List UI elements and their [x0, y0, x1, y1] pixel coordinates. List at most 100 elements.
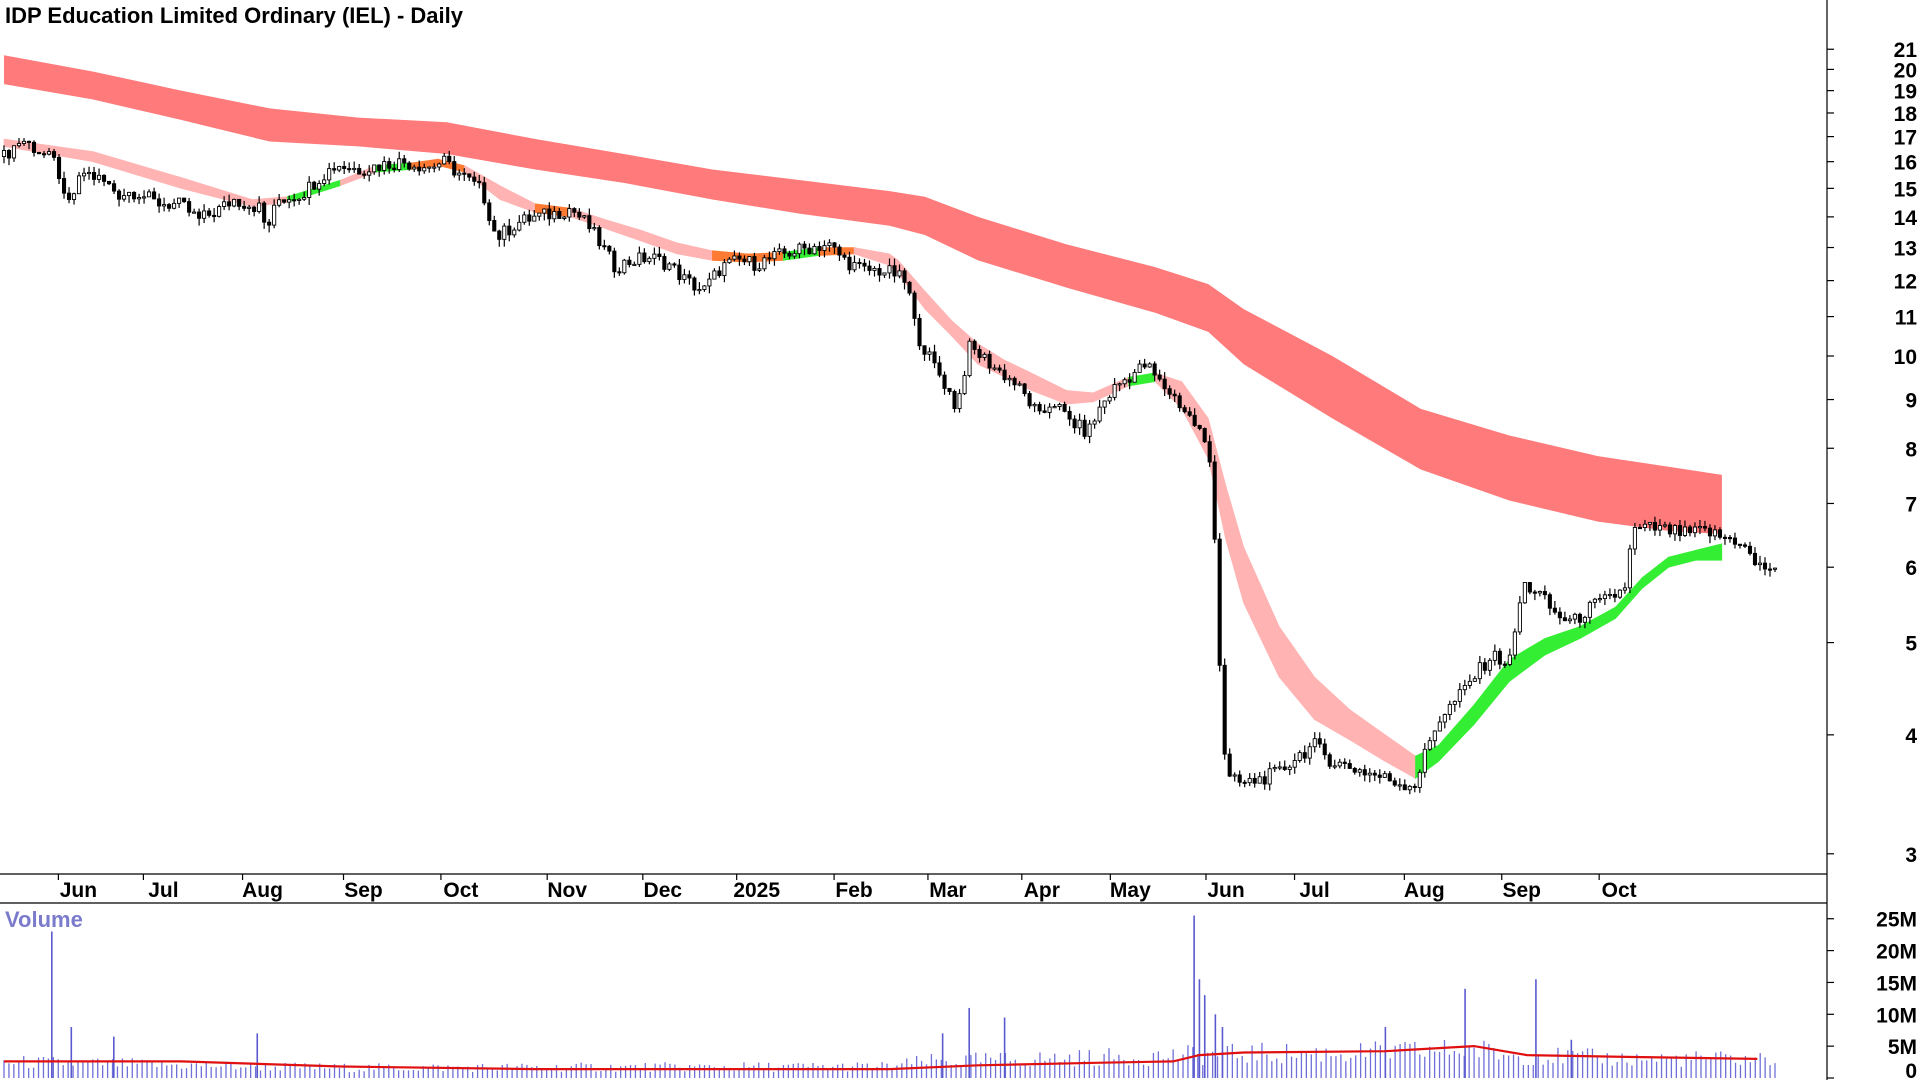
- candle-body: [1282, 766, 1287, 770]
- candle-body: [1457, 689, 1462, 702]
- candle-body: [407, 162, 412, 170]
- candle-body: [302, 197, 307, 200]
- candle-body: [877, 268, 882, 276]
- price-tick-label: 5: [1905, 633, 1917, 656]
- candle-body: [1007, 377, 1012, 381]
- candle-body: [372, 164, 377, 173]
- candle-body: [1222, 664, 1227, 755]
- candle-body: [522, 214, 527, 223]
- candle-body: [66, 192, 72, 200]
- candle-body: [947, 387, 952, 392]
- candle-body: [517, 221, 522, 231]
- candle-body: [1562, 617, 1567, 622]
- candle-body: [632, 263, 637, 267]
- candle-body: [607, 245, 612, 252]
- candle-body: [412, 166, 417, 170]
- volume-group: [3, 915, 1776, 1078]
- candle-body: [1472, 678, 1477, 682]
- candle-body: [132, 191, 137, 200]
- candle-body: [1542, 591, 1547, 596]
- candle-body: [1187, 411, 1192, 416]
- candle-body: [487, 202, 492, 221]
- x-tick-label: Jul: [148, 879, 178, 902]
- candle-body: [1197, 424, 1202, 429]
- candle-body: [1272, 767, 1277, 770]
- candle-body: [1697, 526, 1703, 529]
- candle-body: [127, 191, 132, 197]
- candle-body: [1712, 529, 1718, 537]
- candle-body: [1727, 537, 1733, 540]
- candle-body: [392, 167, 397, 170]
- chart-title: IDP Education Limited Ordinary (IEL) - D…: [5, 3, 464, 28]
- candle-body: [1212, 461, 1217, 540]
- candle-body: [1482, 662, 1487, 671]
- candle-body: [1077, 419, 1082, 429]
- candle-body: [1332, 765, 1337, 768]
- candle-body: [217, 206, 222, 217]
- candle-body: [727, 258, 732, 264]
- price-tick-label: 4: [1905, 725, 1917, 748]
- candle-body: [597, 227, 602, 247]
- candle-body: [472, 176, 477, 182]
- x-tick-label: Oct: [1602, 879, 1637, 902]
- candle-body: [777, 248, 782, 252]
- candle-body: [36, 152, 42, 155]
- candle-body: [1012, 377, 1017, 386]
- x-tick-label: Jul: [1299, 879, 1329, 902]
- candle-body: [11, 145, 17, 159]
- candle-body: [1367, 772, 1372, 776]
- candle-body: [117, 190, 122, 200]
- candle-body: [142, 196, 147, 199]
- candle-body: [862, 262, 867, 267]
- candle-body: [157, 198, 162, 207]
- candle-body: [1662, 524, 1667, 527]
- candle-body: [497, 230, 502, 240]
- x-tick-label: Oct: [443, 879, 478, 902]
- candle-body: [1612, 593, 1617, 598]
- candle-body: [817, 246, 822, 251]
- candle-body: [747, 256, 752, 263]
- candle-body: [1632, 527, 1637, 550]
- candle-body: [1162, 378, 1167, 390]
- candle-body: [1192, 414, 1197, 426]
- candle-body: [252, 206, 257, 212]
- candle-body: [56, 156, 62, 179]
- candle-body: [917, 317, 922, 347]
- candle-body: [1302, 752, 1307, 759]
- candle-body: [21, 140, 27, 144]
- candle-body: [992, 367, 997, 370]
- short-ma-band-group: [3, 138, 1723, 780]
- candle-body: [1692, 526, 1698, 534]
- candle-body: [772, 251, 777, 260]
- candle-body: [972, 340, 977, 350]
- candle-body: [1107, 396, 1112, 402]
- candle-body: [677, 264, 682, 281]
- candle-body: [657, 253, 662, 257]
- candle-body: [277, 199, 282, 206]
- candle-body: [467, 173, 472, 178]
- candle-body: [1442, 714, 1447, 723]
- candle-body: [567, 208, 572, 218]
- candle-body: [1752, 552, 1758, 566]
- candle-body: [272, 204, 277, 226]
- candle-body: [1497, 650, 1502, 665]
- candle-body: [1042, 410, 1047, 413]
- candle-body: [827, 242, 832, 247]
- candle-body: [1047, 406, 1052, 413]
- candle-body: [762, 257, 767, 270]
- x-tick-label: Sep: [1502, 879, 1541, 902]
- x-tick-label: Jun: [60, 879, 97, 902]
- candle-body: [557, 211, 562, 219]
- candle-body: [382, 161, 387, 171]
- candle-body: [622, 259, 627, 274]
- candle-body: [1592, 598, 1597, 603]
- candle-body: [31, 141, 37, 153]
- candle-body: [1167, 388, 1172, 395]
- candle-body: [1627, 548, 1632, 589]
- candle-body: [717, 270, 722, 277]
- candle-body: [1152, 363, 1157, 376]
- candle-body: [1587, 601, 1592, 618]
